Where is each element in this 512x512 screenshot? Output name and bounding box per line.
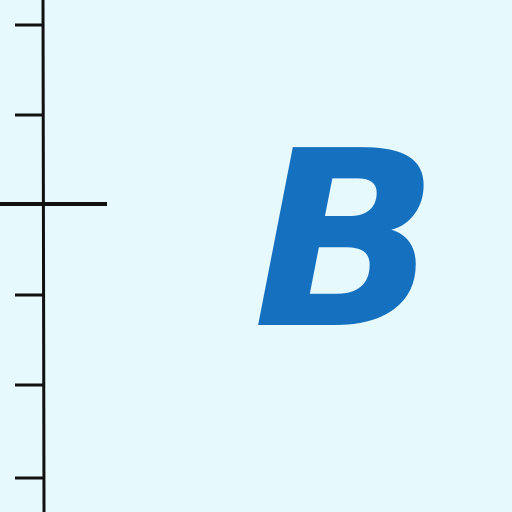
ruler-axis-line (41, 0, 46, 512)
panel-label: B (253, 99, 439, 383)
